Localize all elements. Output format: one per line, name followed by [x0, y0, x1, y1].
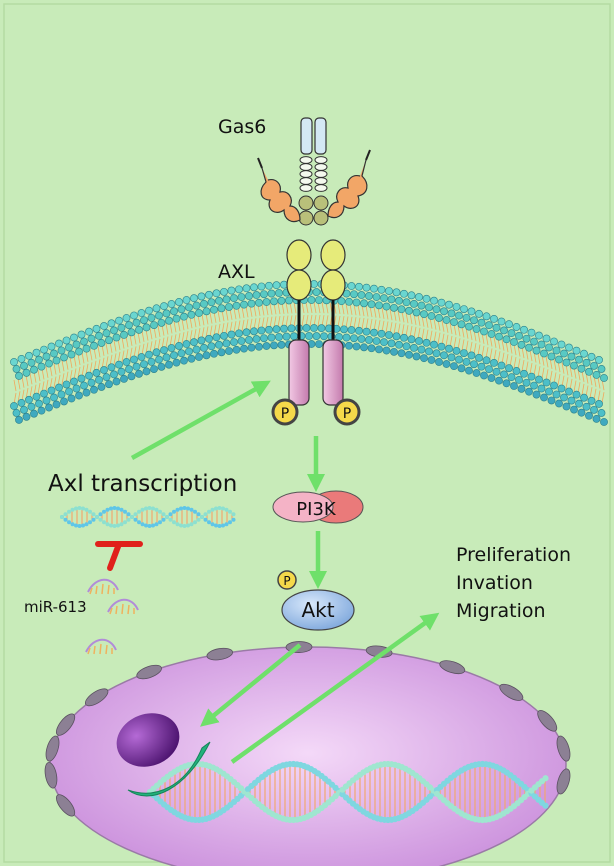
- dna-helix-icon: [146, 760, 549, 824]
- akt-label: Akt: [301, 598, 334, 622]
- outcome-invation: Invation: [456, 572, 533, 594]
- lipid-bilayer-icon: [10, 280, 608, 426]
- gas6-label: Gas6: [218, 116, 266, 138]
- phospho-left-label: P: [281, 406, 289, 422]
- pi3k-label: PI3K: [296, 499, 337, 520]
- axl-transcription-label: Axl transcription: [48, 471, 237, 497]
- nucleus-icon: [44, 641, 571, 866]
- arrows: [130, 380, 440, 764]
- mir-label: miR-613: [24, 598, 87, 616]
- nuclear-pores: [44, 641, 571, 817]
- pi3k-complex-icon: PI3K: [272, 490, 364, 524]
- phospho-left-icon: P: [271, 398, 299, 426]
- outcome-migration: Migration: [456, 600, 546, 622]
- gas6-ligand-icon: [298, 117, 329, 226]
- axl-dna-icon: [60, 506, 236, 528]
- crescent-icon: [127, 741, 211, 797]
- phospho-right-icon: P: [333, 398, 361, 426]
- receptor-ig-domain-icon: [257, 149, 371, 223]
- phospho-right-label: P: [343, 406, 351, 422]
- arrow-akt-to-nucleus: [200, 643, 302, 727]
- inhibition-icon: [95, 541, 143, 571]
- akt-kinase-icon: Akt P: [277, 570, 355, 631]
- nucleolus-icon: [116, 713, 180, 767]
- axl-receptor-left: [286, 239, 312, 406]
- axl-receptor-right: [320, 239, 346, 406]
- akt-phospho-label: P: [283, 574, 290, 588]
- mirna-hairpin-icon: [85, 578, 139, 655]
- outcome-preliferation: Preliferation: [456, 544, 571, 566]
- arrow-transcription-to-receptor: [130, 380, 271, 460]
- axl-label: AXL: [218, 261, 255, 283]
- arrow-nucleus-to-outcomes: [230, 612, 440, 764]
